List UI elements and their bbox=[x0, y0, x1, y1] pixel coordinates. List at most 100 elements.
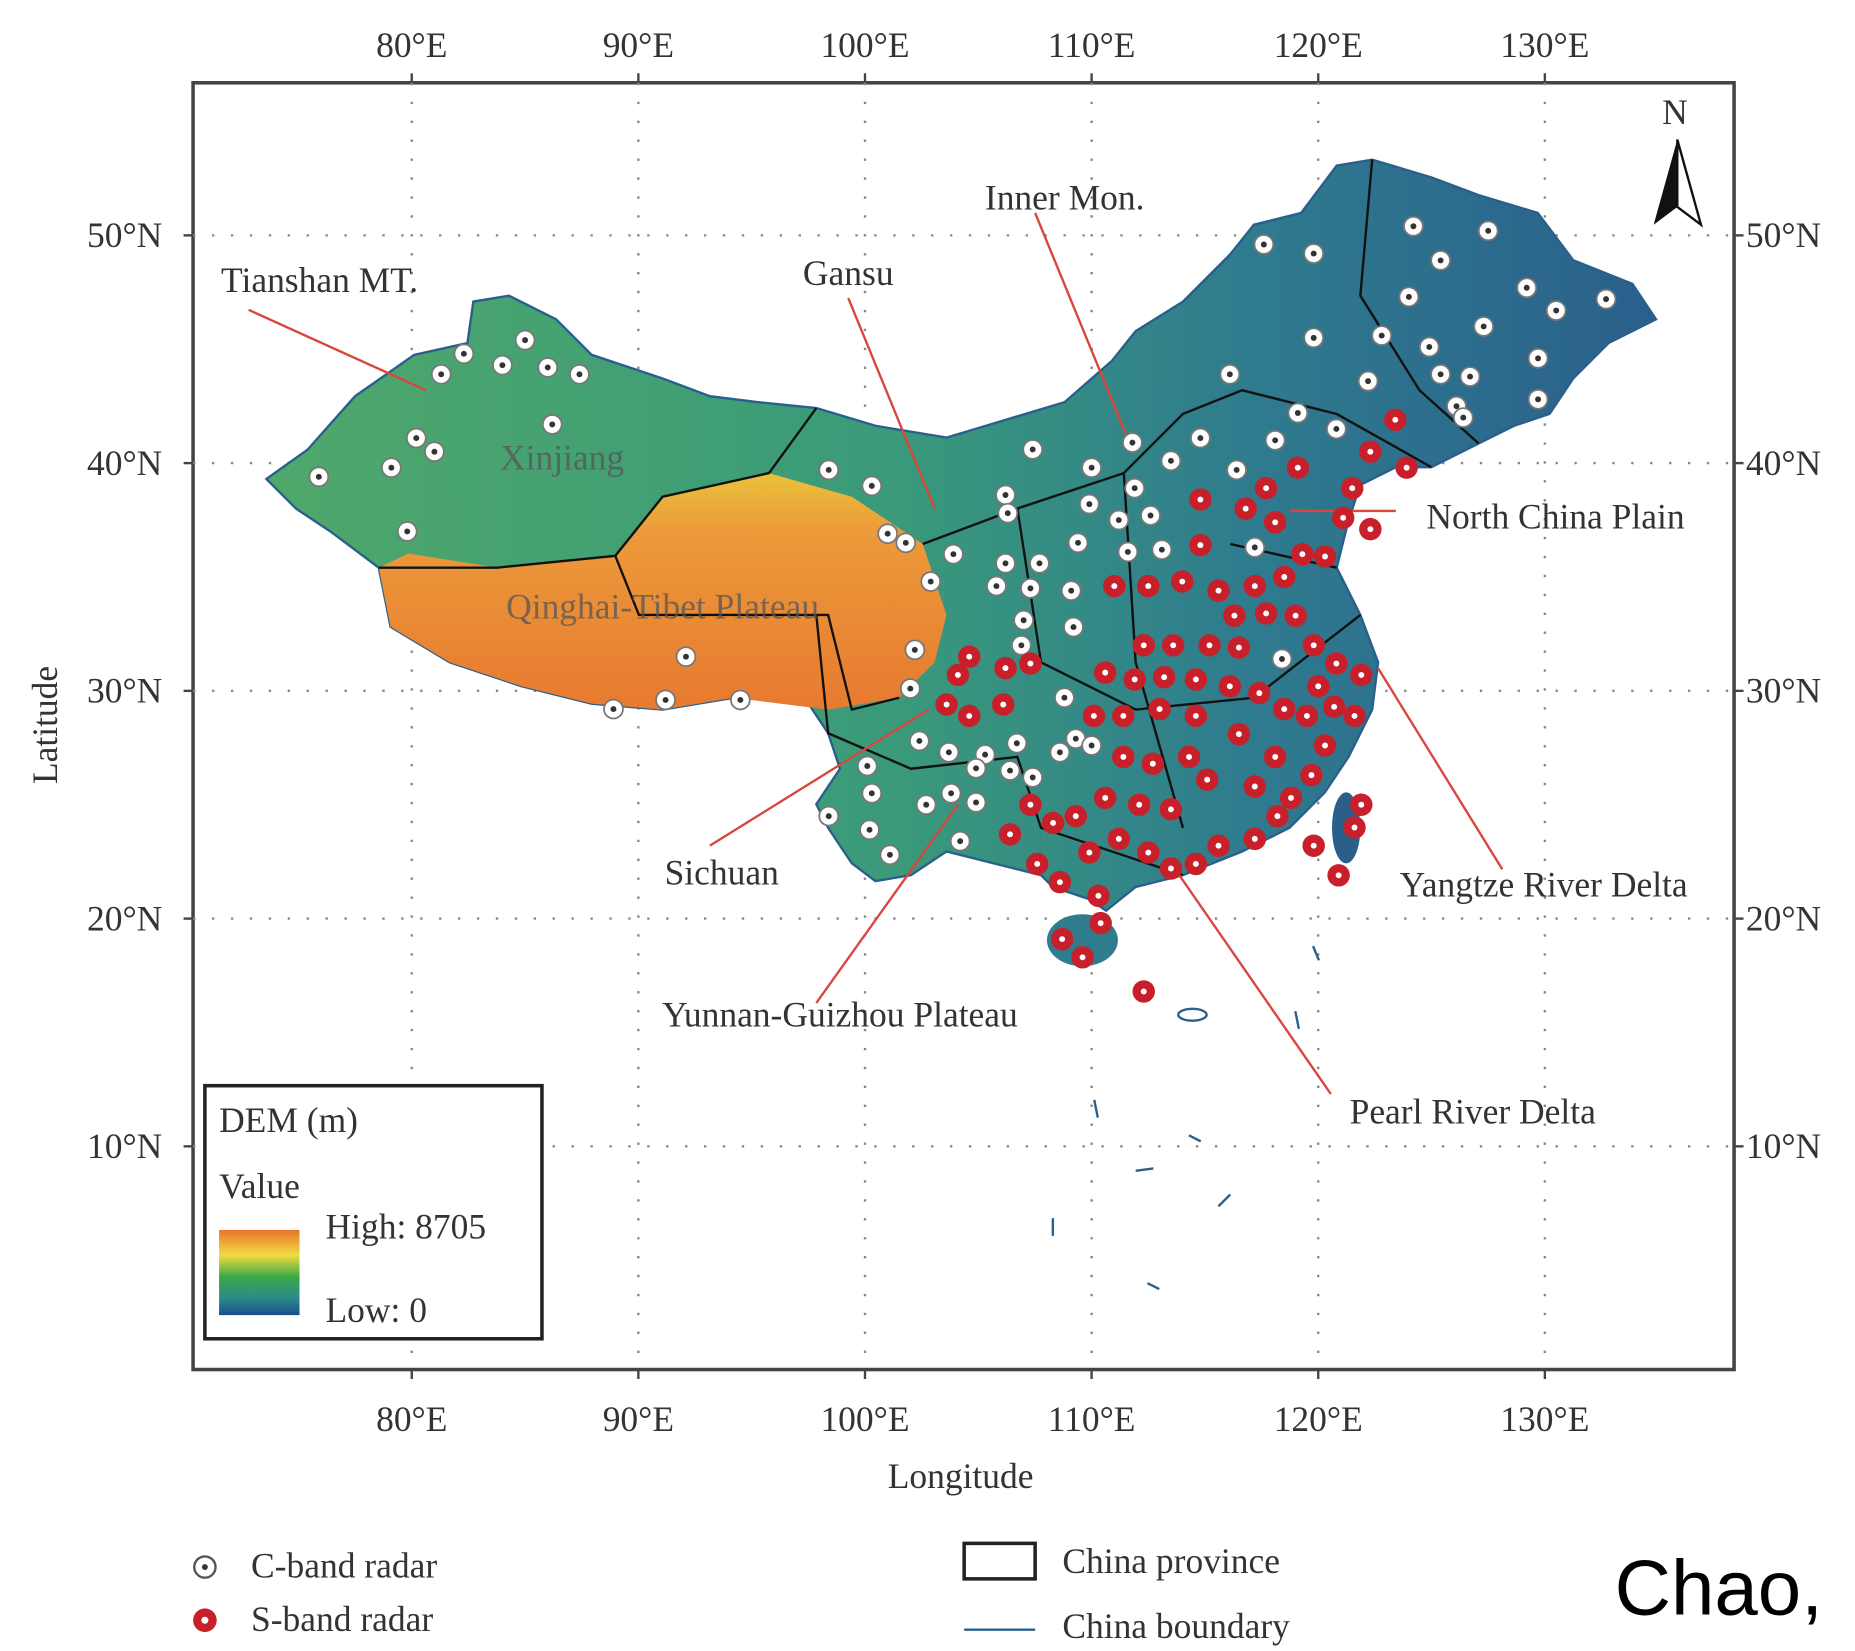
radar-center bbox=[1141, 642, 1147, 648]
radar-center bbox=[1288, 795, 1294, 801]
radar-center bbox=[1311, 642, 1317, 648]
y-axis-title: Latitude bbox=[25, 666, 65, 784]
radar-center bbox=[1322, 743, 1328, 749]
radar-center bbox=[1236, 731, 1242, 737]
radar-center bbox=[1157, 706, 1163, 712]
radar-center bbox=[1481, 324, 1487, 330]
radar-center bbox=[1091, 713, 1097, 719]
radar-center bbox=[1071, 624, 1077, 630]
radar-center bbox=[388, 465, 394, 471]
radar-center bbox=[973, 799, 979, 805]
x-tick-label: 110°E bbox=[1048, 25, 1136, 65]
radar-center bbox=[1075, 540, 1081, 546]
annotation: Sichuan bbox=[665, 853, 780, 893]
legend-label: China province bbox=[1062, 1541, 1280, 1581]
radar-center bbox=[413, 435, 419, 441]
radar-center bbox=[1141, 989, 1147, 995]
radar-center bbox=[1132, 677, 1138, 683]
y-tick-label: 30°N bbox=[1746, 671, 1821, 711]
annotation: Yangtze River Delta bbox=[1400, 864, 1688, 904]
radar-center bbox=[1293, 613, 1299, 619]
radar-center bbox=[1406, 294, 1412, 300]
radar-center bbox=[1261, 242, 1267, 248]
radar-center bbox=[1333, 661, 1339, 667]
annotation: Gansu bbox=[803, 253, 894, 293]
radar-center bbox=[1161, 674, 1167, 680]
radar-center bbox=[1080, 954, 1086, 960]
annotation: Pearl River Delta bbox=[1350, 1092, 1596, 1132]
radar-center bbox=[1304, 713, 1310, 719]
radar-center bbox=[1311, 843, 1317, 849]
radar-center bbox=[1145, 850, 1151, 856]
radar-center bbox=[966, 654, 972, 660]
radar-center bbox=[1535, 396, 1541, 402]
radar-center bbox=[950, 551, 956, 557]
radar-center bbox=[1252, 784, 1258, 790]
radar-center bbox=[1186, 754, 1192, 760]
radar-center bbox=[1524, 285, 1530, 291]
radar-center bbox=[1057, 879, 1063, 885]
radar-center bbox=[966, 713, 972, 719]
radar-center bbox=[1120, 754, 1126, 760]
radar-center bbox=[1404, 465, 1410, 471]
radar-center bbox=[957, 838, 963, 844]
radar-center bbox=[1216, 588, 1222, 594]
radar-center bbox=[1315, 683, 1321, 689]
y-tick-label: 40°N bbox=[87, 443, 162, 483]
radar-center bbox=[438, 371, 444, 377]
radar-center bbox=[955, 672, 961, 678]
radar-center bbox=[1311, 251, 1317, 257]
radar-center bbox=[1089, 743, 1095, 749]
radar-center bbox=[1197, 497, 1203, 503]
radar-center bbox=[973, 765, 979, 771]
legend-label: China boundary bbox=[1062, 1606, 1290, 1646]
radar-center bbox=[1132, 485, 1138, 491]
x-tick-label: 100°E bbox=[820, 1399, 909, 1439]
radar-center bbox=[1068, 588, 1074, 594]
dem-low-label: Low: 0 bbox=[326, 1290, 427, 1330]
radar-center bbox=[1358, 802, 1364, 808]
radar-center bbox=[1272, 754, 1278, 760]
dem-legend: DEM (m) Value High: 8705 Low: 0 bbox=[205, 1086, 542, 1339]
radar-center bbox=[1234, 467, 1240, 473]
radar-center bbox=[1263, 610, 1269, 616]
radar-center bbox=[1460, 415, 1466, 421]
annotation: Tianshan MT. bbox=[221, 260, 418, 300]
radar-center bbox=[1216, 843, 1222, 849]
radar-center bbox=[928, 579, 934, 585]
radar-center bbox=[1034, 861, 1040, 867]
radar-center bbox=[549, 421, 555, 427]
radar-center bbox=[826, 813, 832, 819]
radar-center bbox=[1553, 308, 1559, 314]
radar-center bbox=[1007, 831, 1013, 837]
radar-center bbox=[1252, 583, 1258, 589]
x-axis-title: Longitude bbox=[888, 1456, 1034, 1496]
radar-center bbox=[948, 790, 954, 796]
radar-center bbox=[1426, 344, 1432, 350]
radar-center bbox=[1272, 519, 1278, 525]
radar-center bbox=[1333, 426, 1339, 432]
radar-center bbox=[903, 540, 909, 546]
x-tick-label: 80°E bbox=[376, 1399, 447, 1439]
radar-center bbox=[1365, 378, 1371, 384]
radar-center bbox=[1467, 374, 1473, 380]
radar-center bbox=[1295, 465, 1301, 471]
radar-center bbox=[946, 749, 952, 755]
radar-center bbox=[1322, 554, 1328, 560]
page: {"map":{ "x_axis_label":"Longitude","y_a… bbox=[0, 0, 1855, 1651]
radar-center bbox=[944, 702, 950, 708]
radar-center bbox=[1168, 806, 1174, 812]
radar-center bbox=[1535, 355, 1541, 361]
annotation: Qinghai-Tibet Plateau bbox=[506, 587, 819, 627]
radar-center bbox=[499, 362, 505, 368]
radar-center bbox=[1159, 547, 1165, 553]
x-tick-label: 130°E bbox=[1500, 25, 1589, 65]
radar-center bbox=[864, 763, 870, 769]
x-tick-label: 80°E bbox=[376, 25, 447, 65]
radar-center bbox=[1193, 713, 1199, 719]
radar-center bbox=[1007, 768, 1013, 774]
radar-center bbox=[1116, 517, 1122, 523]
radar-center bbox=[1125, 549, 1131, 555]
radar-center bbox=[1454, 403, 1460, 409]
y-tick-label: 10°N bbox=[1746, 1126, 1821, 1166]
